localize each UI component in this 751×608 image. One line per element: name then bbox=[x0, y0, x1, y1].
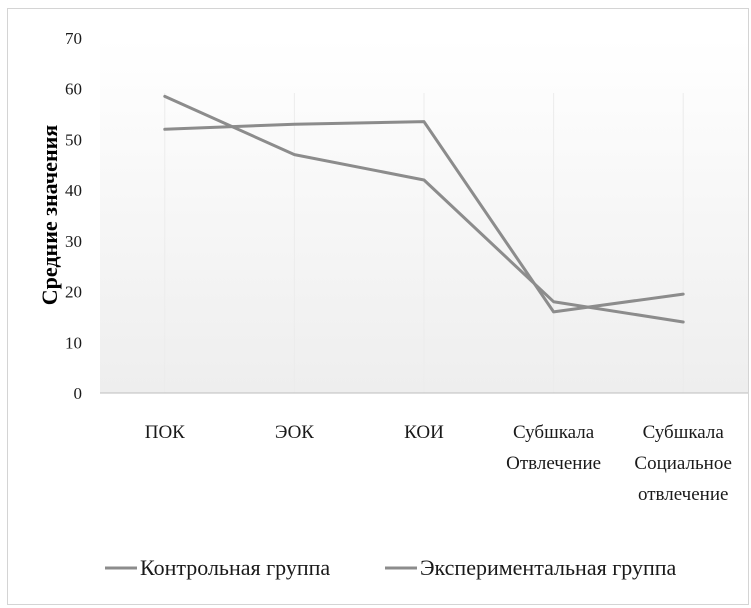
x-category-label-line: Отвлечение bbox=[506, 453, 601, 474]
x-category-label-line: ПОК bbox=[145, 422, 185, 443]
x-category-label-line: отвлечение bbox=[638, 484, 728, 505]
y-tick-label: 0 bbox=[74, 384, 83, 403]
x-category-label: КОИ bbox=[404, 422, 444, 443]
x-category-label-line: Субшкала bbox=[513, 422, 595, 443]
y-tick-label: 50 bbox=[65, 130, 82, 149]
legend-label-1: Контрольная группа bbox=[140, 555, 330, 580]
y-tick-label: 20 bbox=[65, 283, 82, 302]
x-category-label: Субшкала Социальное отвлечение bbox=[634, 422, 732, 505]
series-line-2 bbox=[163, 94, 685, 324]
y-tick-label: 40 bbox=[65, 181, 82, 200]
y-tick-label: 70 bbox=[65, 29, 82, 48]
y-axis-label: Средние значения bbox=[37, 125, 62, 306]
x-category-label-line: Социальное bbox=[634, 453, 732, 474]
legend-label-2: Экспериментальная группа bbox=[420, 555, 676, 580]
y-tick-label: 60 bbox=[65, 80, 82, 99]
x-category-label: Субшкала Отвлечение bbox=[506, 422, 601, 474]
series-line-1 bbox=[163, 120, 685, 314]
y-tick-label: 30 bbox=[65, 232, 82, 251]
x-category-label-line: Субшкала bbox=[643, 422, 725, 443]
x-category-label-line: ЭОК bbox=[275, 422, 314, 443]
x-category-label: ПОК bbox=[145, 422, 185, 443]
x-category-label-line: КОИ bbox=[404, 422, 444, 443]
y-tick-label: 10 bbox=[65, 333, 82, 352]
x-category-label: ЭОК bbox=[275, 422, 314, 443]
